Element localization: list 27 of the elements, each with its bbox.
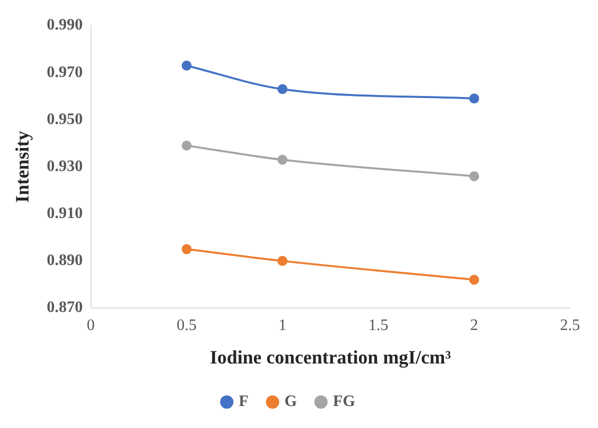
- x-tick-label: 2.5: [560, 316, 580, 334]
- y-tick-label: 0.870: [46, 299, 83, 316]
- legend-label: F: [238, 393, 249, 410]
- point: [469, 274, 480, 285]
- x-tick-label: 1.5: [368, 316, 388, 334]
- y-axis-title: Intensity: [12, 130, 34, 203]
- y-tick-label: 0.990: [46, 16, 83, 34]
- y-tick-label: 0.910: [46, 205, 83, 222]
- x-tick-label: 2: [470, 316, 478, 334]
- y-tick-label: 0.950: [46, 110, 83, 128]
- y-tick-label: 0.970: [46, 64, 83, 81]
- point: [277, 256, 288, 266]
- point: [277, 84, 288, 94]
- point: [182, 140, 192, 151]
- x-tick-label: 1: [278, 316, 286, 334]
- legend-label: G: [284, 393, 298, 410]
- y-tick-label: 0.930: [46, 158, 83, 175]
- x-axis-title: Iodine concentration mgI/cm³: [210, 348, 452, 369]
- y-tick-label: 0.890: [46, 252, 83, 270]
- point: [469, 171, 480, 182]
- point: [182, 244, 192, 254]
- legend-label: FG: [333, 393, 356, 410]
- x-tick-label: 0: [86, 316, 95, 334]
- point: [182, 60, 192, 71]
- point: [469, 94, 480, 104]
- x-tick-label: 0.5: [176, 316, 197, 334]
- point: [277, 154, 288, 165]
